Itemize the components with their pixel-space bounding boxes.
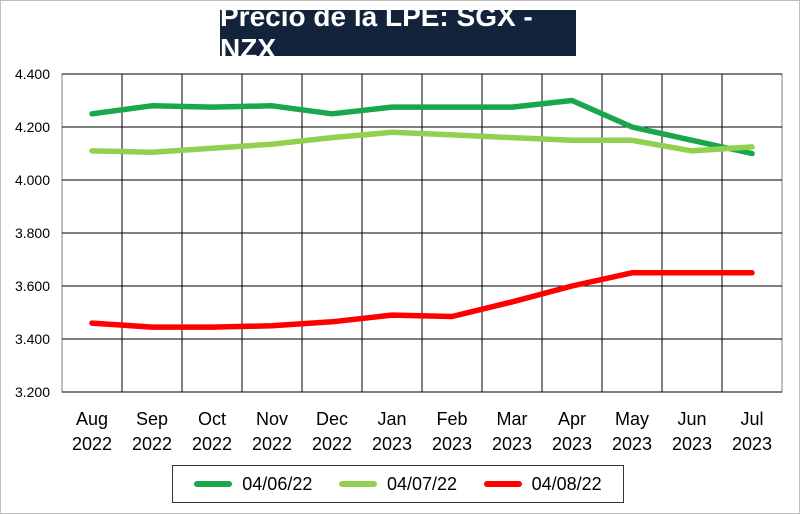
x-tick-label-month: Oct <box>198 409 226 429</box>
x-tick-label-month: Apr <box>558 409 586 429</box>
x-tick-label-month: Jul <box>740 409 763 429</box>
chart-legend: 04/06/22 04/07/22 04/08/22 <box>172 465 624 503</box>
y-tick-label: 4.400 <box>15 66 50 82</box>
x-tick-label-year: 2023 <box>672 434 712 454</box>
x-tick-label-year: 2022 <box>132 434 172 454</box>
y-tick-label: 4.000 <box>15 172 50 188</box>
x-tick-label-month: Jun <box>677 409 706 429</box>
legend-item-3: 04/08/22 <box>483 473 602 495</box>
x-tick-label-year: 2023 <box>612 434 652 454</box>
y-tick-label: 3.800 <box>15 225 50 241</box>
x-tick-label-year: 2023 <box>732 434 772 454</box>
series-line-3 <box>89 270 755 330</box>
x-tick-label-year: 2023 <box>492 434 532 454</box>
x-tick-label-month: Sep <box>136 409 168 429</box>
x-tick-label-month: Jan <box>377 409 406 429</box>
legend-item-2: 04/07/22 <box>338 473 458 495</box>
x-tick-label-month: Mar <box>497 409 528 429</box>
legend-label: 04/06/22 <box>242 473 313 494</box>
x-tick-label-year: 2023 <box>432 434 472 454</box>
x-tick-label-month: Dec <box>316 409 348 429</box>
x-tick-label-year: 2022 <box>252 434 292 454</box>
legend-item-1: 04/06/22 <box>194 474 312 495</box>
series-line-1 <box>89 97 755 157</box>
series-line-2 <box>89 129 755 155</box>
legend-swatch <box>194 481 233 487</box>
x-tick-label-year: 2022 <box>312 434 352 454</box>
x-tick-label-year: 2023 <box>552 434 592 454</box>
y-tick-label: 4.200 <box>15 119 50 135</box>
x-tick-label-month: May <box>615 409 649 429</box>
x-tick-label-month: Feb <box>436 409 467 429</box>
x-tick-label-year: 2022 <box>72 434 112 454</box>
y-tick-label: 3.200 <box>15 384 50 400</box>
x-tick-label-month: Nov <box>256 409 288 429</box>
x-tick-label-month: Aug <box>76 409 108 429</box>
legend-label: 04/07/22 <box>386 473 458 494</box>
legend-swatch <box>338 481 377 487</box>
y-tick-label: 3.400 <box>15 331 50 347</box>
legend-label: 04/08/22 <box>531 473 602 494</box>
legend-swatch <box>483 481 522 487</box>
y-tick-label: 3.600 <box>15 278 50 294</box>
x-tick-label-year: 2022 <box>192 434 232 454</box>
x-tick-label-year: 2023 <box>372 434 412 454</box>
